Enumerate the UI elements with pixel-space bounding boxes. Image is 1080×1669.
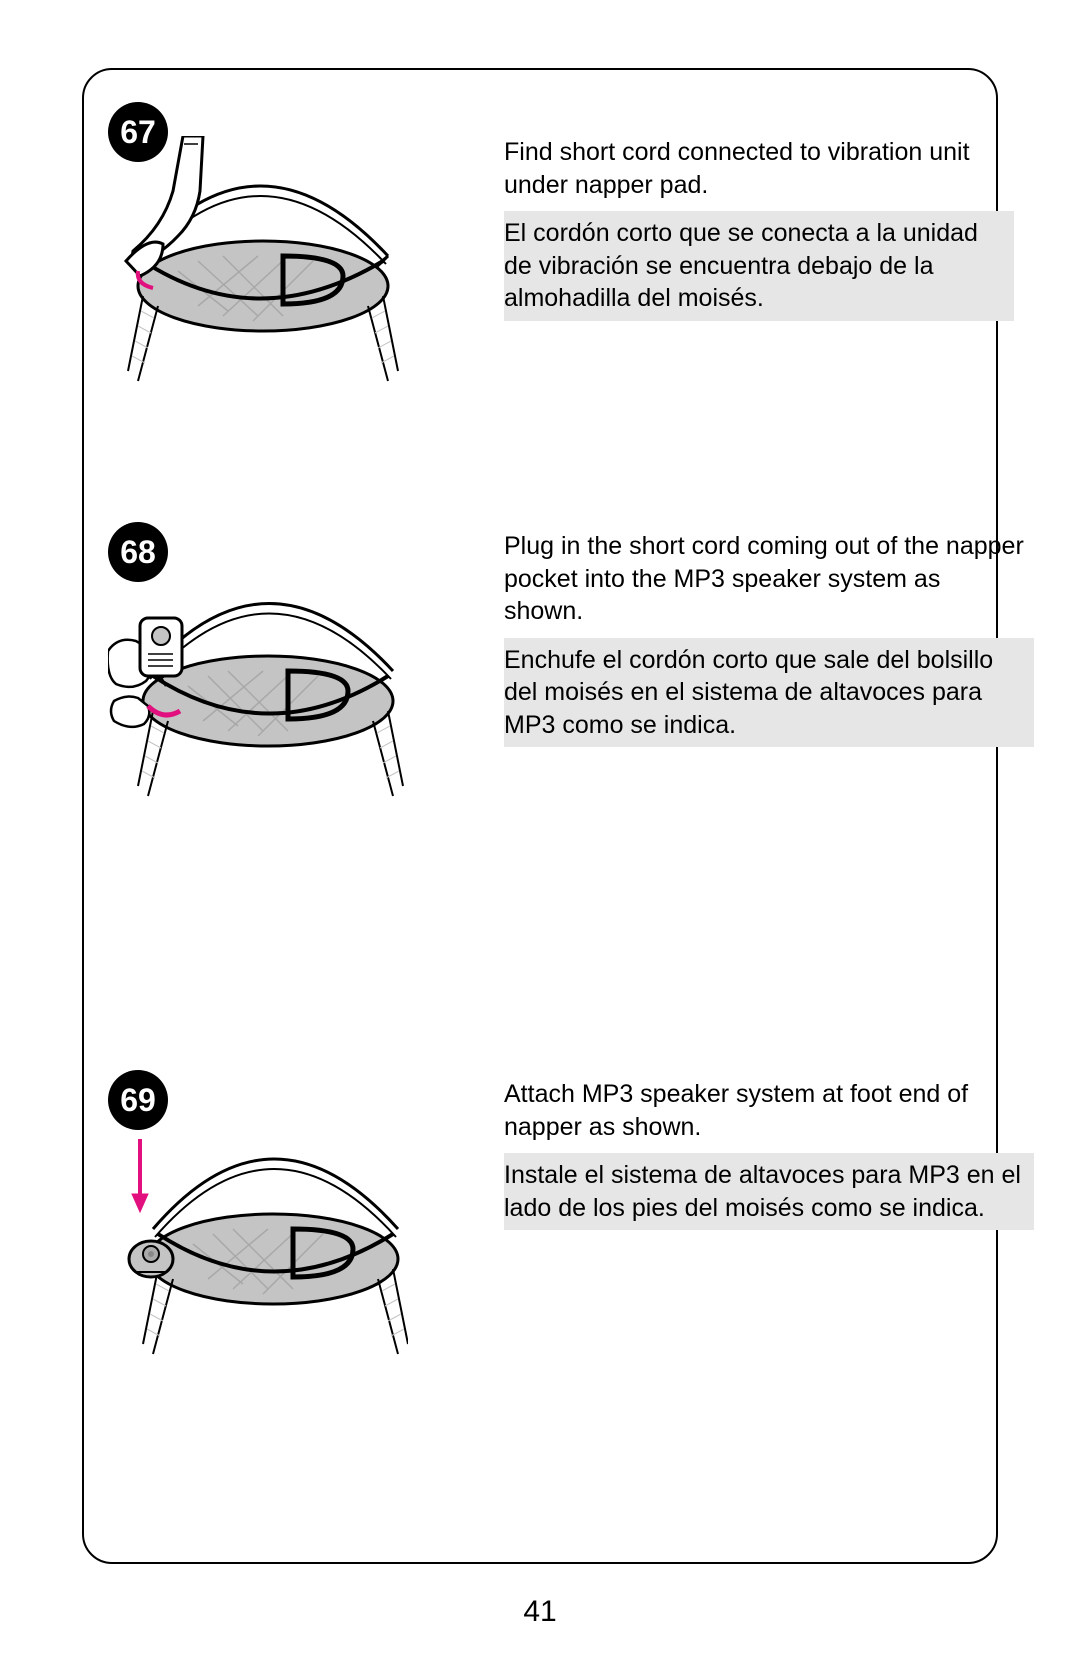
content-frame: 67 xyxy=(82,68,998,1564)
step-67-illustration xyxy=(108,136,408,396)
step-69-text: Attach MP3 speaker system at foot end of… xyxy=(504,1078,1024,1230)
step-67-spanish: El cordón corto que se conecta a la unid… xyxy=(504,211,1014,321)
step-68-text: Plug in the short cord coming out of the… xyxy=(504,530,1024,747)
step-69-spanish: Instale el sistema de altavoces para MP3… xyxy=(504,1153,1034,1230)
page-number: 41 xyxy=(0,1595,1080,1629)
step-69-english: Attach MP3 speaker system at foot end of… xyxy=(504,1078,1024,1143)
step-68-illustration xyxy=(108,556,408,816)
step-69-illustration xyxy=(108,1104,408,1374)
down-arrow-icon xyxy=(132,1139,148,1212)
step-68-spanish: Enchufe el cordón corto que sale del bol… xyxy=(504,638,1034,748)
step-67-text: Find short cord connected to vibration u… xyxy=(504,136,1024,321)
step-67-english: Find short cord connected to vibration u… xyxy=(504,136,1024,201)
page: 67 xyxy=(0,0,1080,1669)
step-68-english: Plug in the short cord coming out of the… xyxy=(504,530,1024,628)
